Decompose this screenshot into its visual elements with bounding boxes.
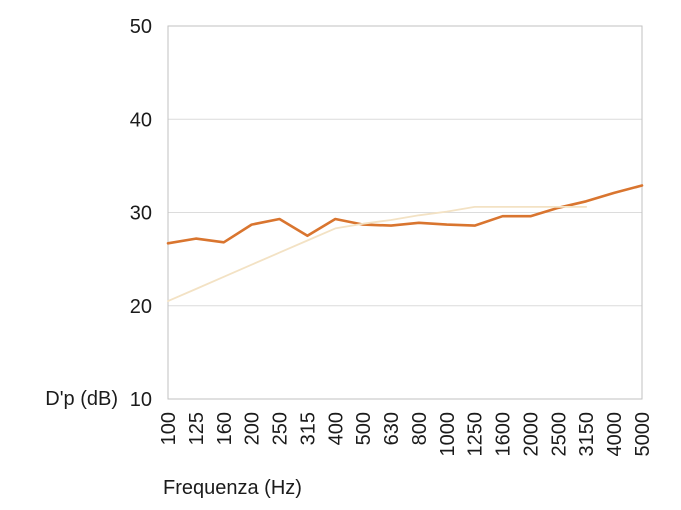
plot-border (167, 25, 643, 400)
y-tick-label: 30 (130, 203, 152, 225)
y-axis-title: D'p (dB) (45, 388, 118, 410)
x-tick-label: 315 (297, 412, 319, 445)
y-tick-label: 10 (130, 389, 152, 411)
series-line-1 (166, 184, 644, 245)
x-tick-label: 5000 (632, 412, 654, 457)
series-line-2 (167, 205, 588, 303)
y-tick-labels: 10 20 30 40 50 (130, 16, 152, 411)
x-tick-label: 250 (270, 412, 292, 445)
x-tick-label: 200 (242, 412, 264, 445)
x-tick-label: 1250 (465, 412, 487, 457)
x-tick-label: 1600 (493, 412, 515, 457)
x-tick-label: 160 (214, 412, 236, 445)
x-tick-label: 100 (158, 412, 180, 445)
y-tick-label: 20 (130, 296, 152, 318)
x-axis-title: Frequenza (Hz) (163, 477, 302, 499)
x-tick-label: 2500 (548, 412, 570, 457)
y-tick-label: 40 (130, 109, 152, 131)
x-tick-label: 800 (409, 412, 431, 445)
y-tick-label: 50 (130, 16, 152, 38)
x-tick-label: 4000 (604, 412, 626, 457)
x-tick-label: 3150 (576, 412, 598, 457)
x-tick-labels: 100 125 160 200 250 315 400 500 630 800 1000 1250 16… (158, 412, 654, 457)
x-tick-label: 630 (381, 412, 403, 445)
x-tick-label: 125 (186, 412, 208, 445)
x-tick-label: 500 (353, 412, 375, 445)
x-tick-label: 400 (325, 412, 347, 445)
x-tick-label: 2000 (520, 412, 542, 457)
gridlines-layer (167, 25, 643, 400)
series-layer (166, 184, 644, 303)
x-tick-label: 1000 (437, 412, 459, 457)
